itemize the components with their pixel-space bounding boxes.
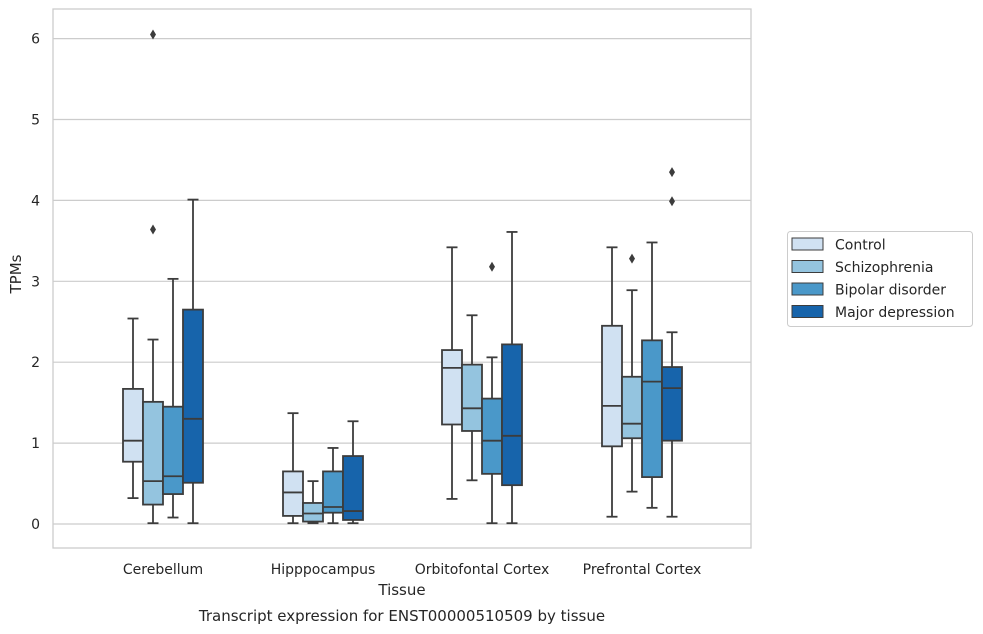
y-tick-label: 6	[31, 32, 40, 48]
box-3-3	[661, 167, 683, 518]
y-tick-label: 5	[31, 113, 40, 129]
legend: Control Schizophrenia Bipolar disorder Majo…	[787, 231, 973, 327]
box-iqr	[501, 343, 523, 487]
legend-label: Schizophrenia	[835, 260, 933, 276]
box-iqr	[302, 502, 324, 523]
legend-swatch	[791, 237, 824, 251]
x-tick-label: Cerebellum	[123, 562, 203, 578]
box-iqr	[122, 387, 144, 463]
box-1-3	[342, 420, 364, 525]
box-0-2	[162, 277, 184, 519]
box-3-1	[621, 253, 643, 493]
legend-label: Control	[835, 238, 886, 254]
box-iqr	[621, 375, 643, 440]
legend-swatch	[791, 260, 824, 273]
box-iqr	[661, 366, 683, 442]
legend-item: Schizophrenia	[791, 260, 933, 276]
box-iqr	[342, 455, 364, 521]
y-tick-label: 3	[31, 274, 40, 290]
legend-label: Major depression	[835, 305, 955, 321]
box-iqr	[142, 400, 164, 506]
plot-frame	[52, 8, 752, 549]
box-iqr	[481, 397, 503, 475]
box-2-0	[441, 246, 463, 500]
y-tick-labels: 0 1 2 3 4 5 6	[31, 32, 40, 533]
box-1-2	[322, 447, 344, 525]
outlier-point	[669, 196, 675, 207]
box-0-0	[122, 317, 144, 500]
y-tick-label: 0	[31, 517, 40, 533]
box-iqr	[282, 470, 304, 517]
box-0-1	[142, 29, 164, 525]
y-axis-label: TPMs	[7, 254, 25, 294]
box-iqr	[601, 324, 623, 448]
legend-frame	[787, 231, 973, 327]
legend-item: Major depression	[791, 305, 955, 321]
x-axis-label: Tissue	[377, 581, 425, 599]
box-3-2	[641, 241, 663, 509]
x-tick-label: Orbitofontal Cortex	[415, 562, 550, 578]
outlier-point	[629, 253, 635, 264]
legend-swatch	[791, 282, 824, 296]
box-1-1	[302, 480, 324, 525]
box-3-0	[601, 246, 623, 518]
legend-item: Bipolar disorder	[791, 282, 946, 299]
x-tick-label: Prefrontal Cortex	[583, 562, 702, 578]
chart-caption: Transcript expression for ENST0000051050…	[198, 607, 605, 625]
box-iqr	[182, 308, 204, 484]
box-iqr	[461, 363, 483, 432]
box-2-3	[501, 231, 523, 525]
legend-item: Control	[791, 237, 886, 254]
outlier-point	[150, 224, 156, 235]
box-2-1	[461, 314, 483, 482]
box-iqr	[162, 405, 184, 495]
box-groups	[122, 29, 683, 525]
y-tick-label: 1	[31, 436, 40, 452]
x-tick-label: Hipppocampus	[271, 562, 376, 578]
y-tick-label: 4	[31, 193, 40, 209]
box-0-3	[182, 198, 204, 525]
box-1-0	[282, 412, 304, 525]
legend-swatch	[791, 305, 824, 318]
box-2-2	[481, 261, 503, 525]
outlier-point	[669, 167, 675, 178]
outlier-point	[150, 29, 156, 40]
legend-label: Bipolar disorder	[835, 283, 946, 299]
box-iqr	[641, 339, 663, 478]
outlier-point	[489, 261, 495, 272]
y-tick-label: 2	[31, 355, 40, 371]
x-tick-labels: Cerebellum Hipppocampus Orbitofontal Corte…	[123, 562, 701, 578]
box-iqr	[441, 349, 463, 426]
